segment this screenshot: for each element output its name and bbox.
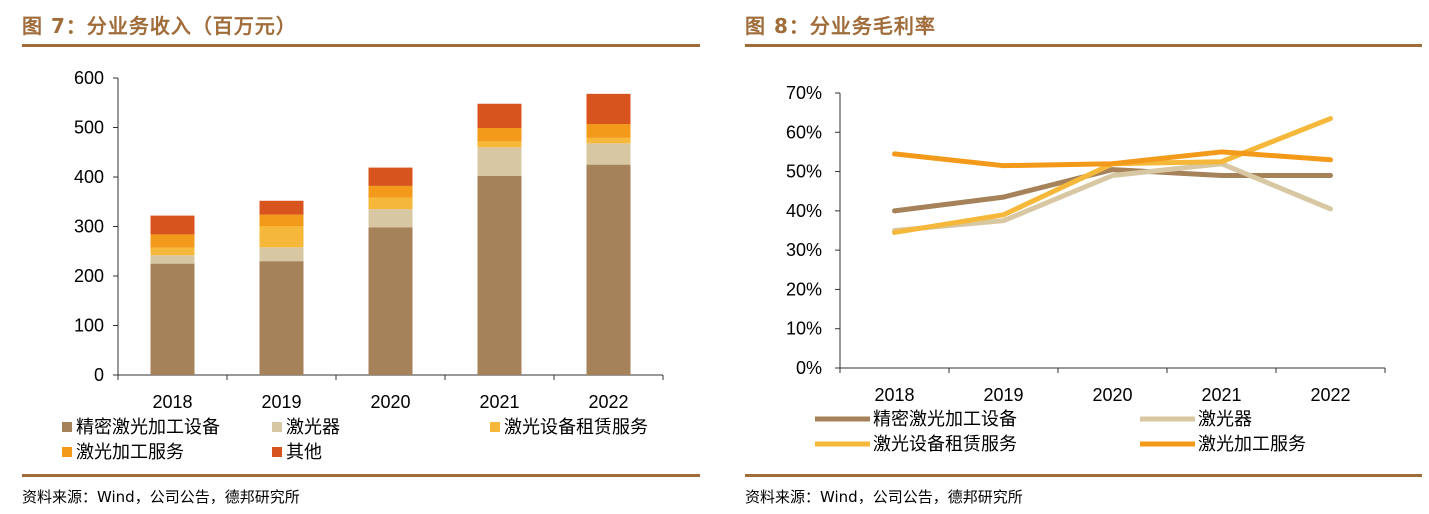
bar-segment-series-3-2021 <box>477 141 522 148</box>
legend-label-series-2: 激光器 <box>286 417 340 437</box>
x-tick-label: 2022 <box>1310 385 1350 405</box>
legend-swatch-series-5 <box>272 447 282 457</box>
x-tick-label: 2018 <box>874 385 914 405</box>
revenue-source-note: 资料来源：Wind，公司公告，德邦研究所 <box>22 488 300 506</box>
revenue-bar-chart: 0 100 200 300 400 500 600 2018 2019 2020 2021 2022 精… <box>62 68 664 462</box>
bar-segment-series-2-2018 <box>150 255 195 264</box>
bar-segment-series-2-2022 <box>586 143 631 165</box>
y-tick-label: 70% <box>786 83 822 103</box>
margin-figure-title: 图 8：分业务毛利率 <box>745 14 936 38</box>
y-tick-label: 300 <box>74 217 104 237</box>
legend-label-series-3: 激光设备租赁服务 <box>873 434 1017 454</box>
source-rule <box>745 474 1422 477</box>
legend-label-series-4: 激光加工服务 <box>1198 434 1306 454</box>
legend-label-series-5: 其他 <box>286 442 322 462</box>
title-rule <box>745 44 1422 47</box>
bar-segment-series-5-2022 <box>586 93 631 125</box>
bar-segment-series-1-2019 <box>259 261 304 375</box>
y-tick-label: 30% <box>786 240 822 260</box>
x-tick-label: 2021 <box>1201 385 1241 405</box>
y-tick-label: 500 <box>74 118 104 138</box>
legend-swatch-series-4 <box>62 447 72 457</box>
x-tick-label: 2022 <box>588 392 628 412</box>
legend-swatch-series-2 <box>272 422 282 432</box>
y-tick-label: 600 <box>74 68 104 88</box>
legend-label-series-1: 精密激光加工设备 <box>873 409 1017 429</box>
y-tick-label: 20% <box>786 279 822 299</box>
y-tick-label: 200 <box>74 266 104 286</box>
legend-label-series-2: 激光器 <box>1198 409 1252 429</box>
bar-segment-series-1-2022 <box>586 164 631 375</box>
source-rule <box>22 474 700 477</box>
bar-segment-series-3-2022 <box>586 137 631 144</box>
x-tick-label: 2020 <box>1092 385 1132 405</box>
revenue-figure: 图 7：分业务收入（百万元） 0 100 200 300 400 500 600 2018 20… <box>0 0 705 514</box>
bar-segment-series-1-2018 <box>150 263 195 375</box>
margin-line-chart: 0% 10% 20% 30% 40% 50% 60% 70% 2018 2019 2020 2021 2… <box>786 83 1386 454</box>
legend-label-series-4: 激光加工服务 <box>76 442 184 462</box>
title-rule <box>22 44 700 47</box>
bar-segment-series-1-2020 <box>368 227 413 375</box>
bar-segment-series-5-2021 <box>477 103 522 128</box>
margin-figure: 图 8：分业务毛利率 0% 10% 20% 30% 40% 50% 60% 70% 2018 20… <box>740 0 1429 514</box>
bar-segment-series-3-2018 <box>150 247 195 256</box>
bar-segment-series-5-2020 <box>368 167 413 186</box>
y-tick-label: 0 <box>94 365 104 385</box>
revenue-figure-title: 图 7：分业务收入（百万元） <box>22 14 297 38</box>
x-tick-label: 2019 <box>261 392 301 412</box>
x-tick-label: 2021 <box>479 392 519 412</box>
bar-segment-series-5-2018 <box>150 215 195 235</box>
bar-segment-series-5-2019 <box>259 200 304 215</box>
bar-segment-series-2-2019 <box>259 247 304 262</box>
y-tick-label: 100 <box>74 316 104 336</box>
x-tick-label: 2019 <box>983 385 1023 405</box>
bar-segment-series-4-2018 <box>150 234 195 248</box>
y-tick-label: 40% <box>786 201 822 221</box>
legend-swatch-series-1 <box>62 422 72 432</box>
bar-segment-series-3-2020 <box>368 197 413 210</box>
bar-segment-series-4-2022 <box>586 124 631 138</box>
bar-segment-series-4-2021 <box>477 127 522 142</box>
x-tick-label: 2020 <box>370 392 410 412</box>
legend-label-series-3: 激光设备租赁服务 <box>504 417 648 437</box>
bar-segment-series-4-2019 <box>259 214 304 227</box>
bar-segment-series-3-2019 <box>259 226 304 248</box>
bar-segment-series-4-2020 <box>368 185 413 198</box>
bar-segment-series-2-2021 <box>477 147 522 177</box>
x-tick-label: 2018 <box>152 392 192 412</box>
bar-segment-series-2-2020 <box>368 209 413 228</box>
y-tick-label: 60% <box>786 122 822 142</box>
margin-source-note: 资料来源：Wind，公司公告，德邦研究所 <box>745 488 1023 506</box>
y-tick-label: 10% <box>786 319 822 339</box>
bar-segment-series-1-2021 <box>477 176 522 375</box>
legend-label-series-1: 精密激光加工设备 <box>76 417 220 437</box>
y-tick-label: 50% <box>786 162 822 182</box>
legend-swatch-series-3 <box>490 422 500 432</box>
y-tick-label: 400 <box>74 167 104 187</box>
y-tick-label: 0% <box>796 358 822 378</box>
